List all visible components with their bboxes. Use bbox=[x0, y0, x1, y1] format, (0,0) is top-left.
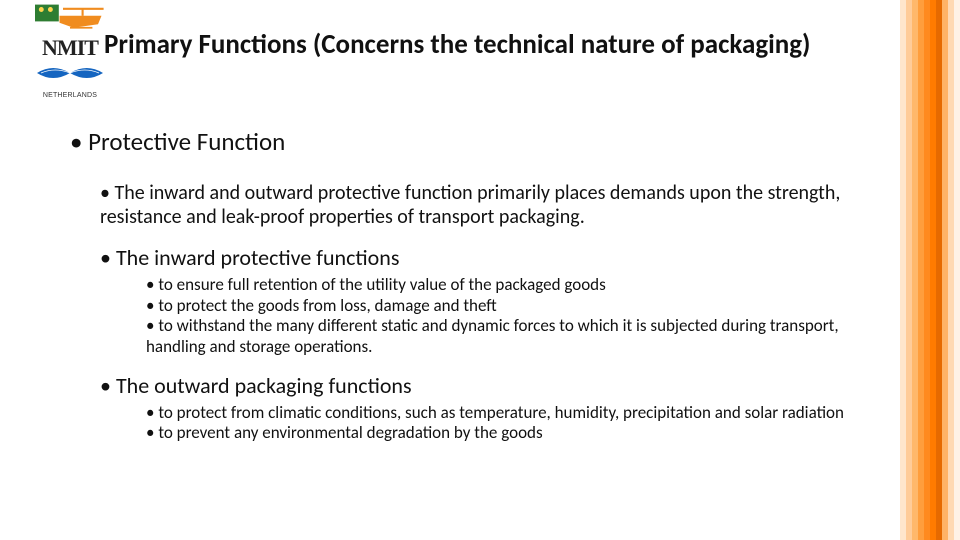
lvl2-heading: The outward packaging functions bbox=[100, 372, 412, 399]
stripe bbox=[954, 0, 960, 540]
bullet-lvl3: to protect the goods from loss, damage a… bbox=[146, 296, 880, 317]
bullet-lvl3: to protect from climatic conditions, suc… bbox=[146, 403, 880, 424]
logo-sub-line1: NETHERLANDS bbox=[43, 92, 97, 99]
bullet-lvl2: The inward and outward protective functi… bbox=[100, 181, 880, 230]
bullet-lvl3: to ensure full retention of the utility … bbox=[146, 275, 880, 296]
flag-icon bbox=[35, 5, 59, 22]
book-icon bbox=[35, 61, 105, 90]
lvl1-text: Protective Function bbox=[70, 126, 285, 157]
bullet-lvl2: The outward packaging functions to prote… bbox=[100, 372, 880, 444]
logo-subtitle: NETHERLANDS bbox=[43, 92, 97, 99]
bullet-lvl2: The inward protective functions to ensur… bbox=[100, 244, 880, 358]
lvl2-text: The inward and outward protective functi… bbox=[100, 181, 880, 230]
bullet-lvl1: Protective Function The inward and outwa… bbox=[70, 126, 880, 444]
helicopter-icon bbox=[35, 3, 105, 37]
content-area: Protective Function The inward and outwa… bbox=[70, 126, 880, 458]
bullet-lvl3: to prevent any environmental degradation… bbox=[146, 423, 880, 444]
title-wrap: Primary Functions (Concerns the technica… bbox=[104, 28, 890, 62]
slide: NMIT NETHERLANDS Primary Functions (Conc… bbox=[0, 0, 960, 540]
lvl3-text: to withstand the many different static a… bbox=[146, 316, 880, 357]
lvl3-text: to prevent any environmental degradation… bbox=[146, 423, 880, 444]
lvl2-heading: The inward protective functions bbox=[100, 244, 399, 271]
bullet-lvl3: to withstand the many different static a… bbox=[146, 316, 880, 357]
logo-nmit-text: NMIT bbox=[42, 35, 98, 61]
right-stripes bbox=[900, 0, 960, 540]
lvl3-text: to protect the goods from loss, damage a… bbox=[146, 296, 880, 317]
slide-title: Primary Functions (Concerns the technica… bbox=[104, 28, 890, 62]
lvl3-text: to protect from climatic conditions, suc… bbox=[146, 403, 880, 424]
lvl3-text: to ensure full retention of the utility … bbox=[146, 275, 880, 296]
